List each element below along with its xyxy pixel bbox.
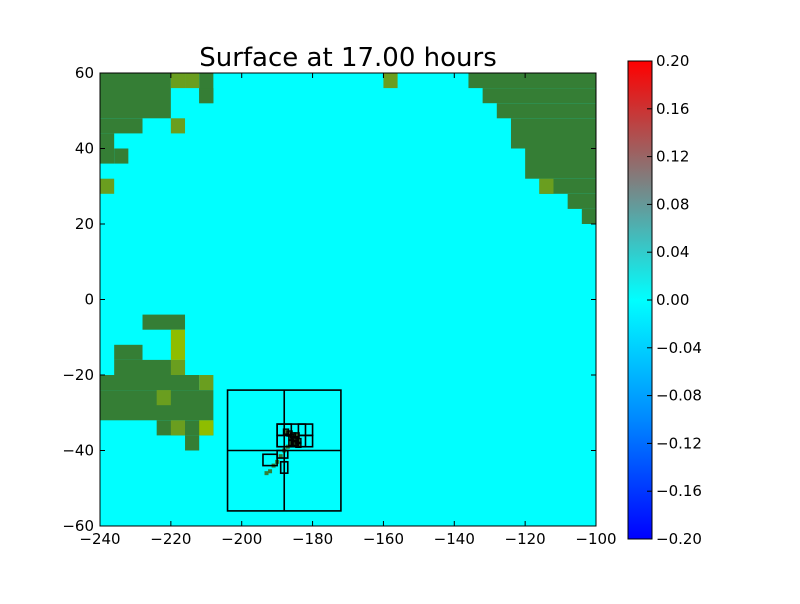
- colorbar-tick-label: 0.00: [656, 291, 689, 309]
- chart-title: Surface at 17.00 hours: [199, 43, 497, 73]
- coast-cell: [294, 433, 299, 438]
- fine-grid-box: [288, 439, 295, 447]
- fine-grid-box: [293, 432, 300, 439]
- land-cell: [114, 344, 143, 360]
- y-tick-label: −60: [62, 517, 94, 535]
- colorbar-tick-label: −0.12: [656, 434, 702, 452]
- land-cell-yellow: [170, 329, 186, 360]
- land-cell: [100, 375, 200, 391]
- land-cell: [496, 103, 596, 119]
- colorbar-tick-label: 0.08: [656, 195, 689, 213]
- land-cell: [567, 193, 596, 209]
- refinement-box: [276, 449, 289, 459]
- y-tick-label: 0: [84, 291, 94, 309]
- land-cell: [114, 148, 129, 164]
- x-tick-label: −200: [221, 530, 262, 548]
- x-tick-label: −100: [575, 530, 616, 548]
- coast-cell: [292, 437, 297, 442]
- coast-cell: [268, 469, 273, 474]
- land-cell-light: [170, 118, 186, 134]
- colorbar-tick-label: −0.20: [656, 530, 702, 548]
- x-tick-label: −140: [434, 530, 475, 548]
- land-cell: [100, 118, 143, 134]
- colorbar: −0.20 −0.16 −0.12 −0.08 −0.04 0.00 0.04 0.08 0.1…: [627, 52, 702, 548]
- land-cell-light: [170, 359, 186, 375]
- coast-cell: [287, 431, 292, 436]
- land-cell-light: [100, 178, 115, 194]
- land-cell: [581, 208, 596, 224]
- coast-cell: [278, 454, 283, 459]
- colorbar-tick-label: 0.20: [656, 52, 689, 70]
- land-cell: [525, 148, 596, 179]
- y-tick-label: 40: [75, 140, 94, 158]
- land-cell-light: [185, 73, 200, 89]
- colorbar-tick-label: 0.16: [656, 100, 689, 118]
- plot-area: [100, 73, 596, 526]
- land-cell: [100, 73, 171, 119]
- land-cell: [185, 435, 200, 451]
- x-tick-label: −220: [150, 530, 191, 548]
- coast-cell: [284, 429, 288, 434]
- colorbar-tick-label: −0.04: [656, 339, 702, 357]
- land-cell-light: [170, 73, 186, 89]
- land-cell: [199, 88, 214, 104]
- land-cell-light: [170, 420, 186, 436]
- refinement-box: [279, 461, 289, 474]
- x-tick-label: −160: [363, 530, 404, 548]
- coast-cell: [292, 440, 297, 445]
- land-cell-light: [383, 73, 398, 89]
- land-cell-yellow: [199, 420, 214, 436]
- land-cell-light: [199, 375, 214, 391]
- colorbar-tick-label: 0.12: [656, 148, 689, 166]
- x-axis: −240 −220 −200 −180 −160 −140 −120 −100: [79, 73, 617, 548]
- land-cell: [482, 88, 596, 104]
- x-tick-label: −240: [79, 530, 120, 548]
- y-tick-label: −20: [62, 366, 94, 384]
- refinement-box: [262, 453, 278, 467]
- colorbar-tick-label: −0.16: [656, 482, 702, 500]
- y-tick-label: 20: [75, 215, 94, 233]
- land-cell: [100, 133, 115, 164]
- land-cell: [142, 314, 186, 330]
- land-cell: [468, 73, 596, 89]
- colorbar-tick-label: 0.04: [656, 243, 689, 261]
- coast-cell: [264, 471, 269, 476]
- fine-grid-box: [295, 441, 302, 449]
- x-tick-label: −180: [292, 530, 333, 548]
- land-cell: [114, 359, 186, 375]
- refinement-box: [297, 434, 314, 448]
- y-tick-label: −40: [62, 442, 94, 460]
- x-tick-label: −120: [505, 530, 546, 548]
- land-cell-light: [156, 390, 171, 406]
- land-cell-light: [539, 178, 554, 194]
- colorbar-tick-label: −0.08: [656, 387, 702, 405]
- land-cell: [510, 118, 596, 149]
- y-axis: −60 −40 −20 0 20 40 60: [62, 64, 596, 535]
- y-tick-label: 60: [75, 64, 94, 82]
